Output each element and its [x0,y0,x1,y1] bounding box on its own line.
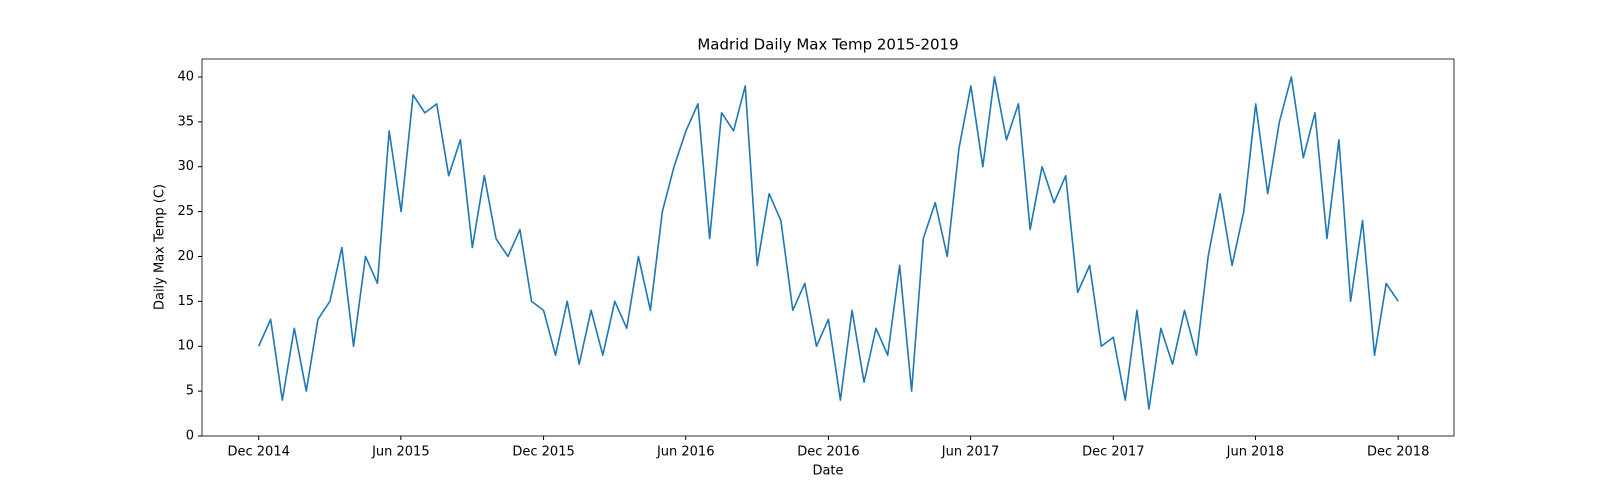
y-tick-label: 5 [186,384,194,399]
y-tick-label: 40 [177,69,194,84]
x-tick-label: Dec 2014 [228,445,290,460]
y-tick-label: 25 [177,204,194,219]
plot-frame [201,58,1455,437]
y-tick-label: 30 [177,159,194,174]
y-tick-label: 15 [177,294,194,309]
y-axis-label: Daily Max Temp (C) [153,184,168,310]
data-line [257,76,1399,410]
x-tick-label: Dec 2015 [512,445,574,460]
x-tick-label: Dec 2016 [797,445,859,460]
x-tick-label: Jun 2015 [371,445,430,460]
x-tick-label: Jun 2018 [1226,445,1285,460]
x-tick-label: Dec 2017 [1082,445,1144,460]
x-tick-label: Jun 2017 [941,445,1000,460]
chart-title: Madrid Daily Max Temp 2015-2019 [697,36,958,54]
y-tick-label: 35 [177,114,194,129]
y-tick-label: 10 [177,339,194,354]
y-tick-label: 20 [177,249,194,264]
y-tick-label: 0 [186,429,194,444]
x-tick-label: Jun 2016 [656,445,715,460]
x-tick-label: Dec 2018 [1367,445,1429,460]
x-axis-label: Date [812,464,843,479]
